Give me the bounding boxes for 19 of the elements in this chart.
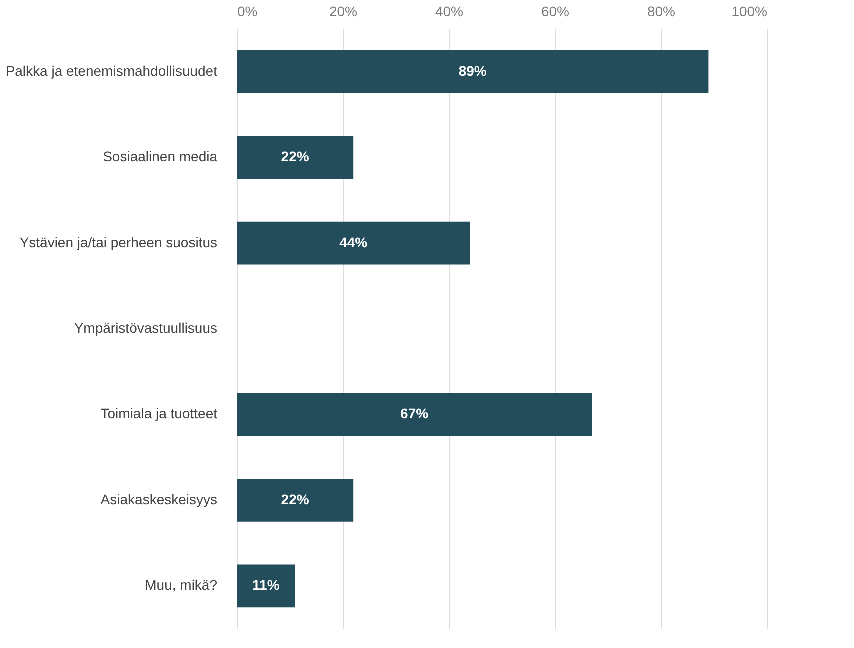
y-tick-label: Ympäristövastuullisuus — [74, 320, 218, 336]
data-label: 22% — [281, 148, 310, 165]
y-tick-label: Muu, mikä? — [145, 577, 218, 594]
y-tick-label: Palkka ja etenemismahdollisuudet — [6, 62, 218, 79]
x-tick-label: 40% — [435, 4, 464, 20]
data-label: 22% — [281, 491, 310, 508]
x-tick-label: 60% — [541, 4, 570, 20]
data-label: 11% — [252, 577, 280, 594]
x-tick-label: 0% — [238, 4, 258, 20]
y-tick-label: Ystävien ja/tai perheen suositus — [20, 234, 218, 250]
data-label: 44% — [340, 234, 368, 250]
data-label: 89% — [458, 62, 488, 79]
x-tick-label: 80% — [647, 4, 676, 20]
y-tick-label: Asiakaskeskeisyys — [100, 491, 218, 508]
x-tick-label: 20% — [329, 4, 358, 20]
y-tick-label: Toimiala ja tuotteet — [100, 406, 218, 422]
x-tick-label: 100% — [732, 4, 768, 20]
data-label: 67% — [400, 406, 430, 422]
y-tick-label: Sosiaalinen media — [103, 148, 218, 165]
